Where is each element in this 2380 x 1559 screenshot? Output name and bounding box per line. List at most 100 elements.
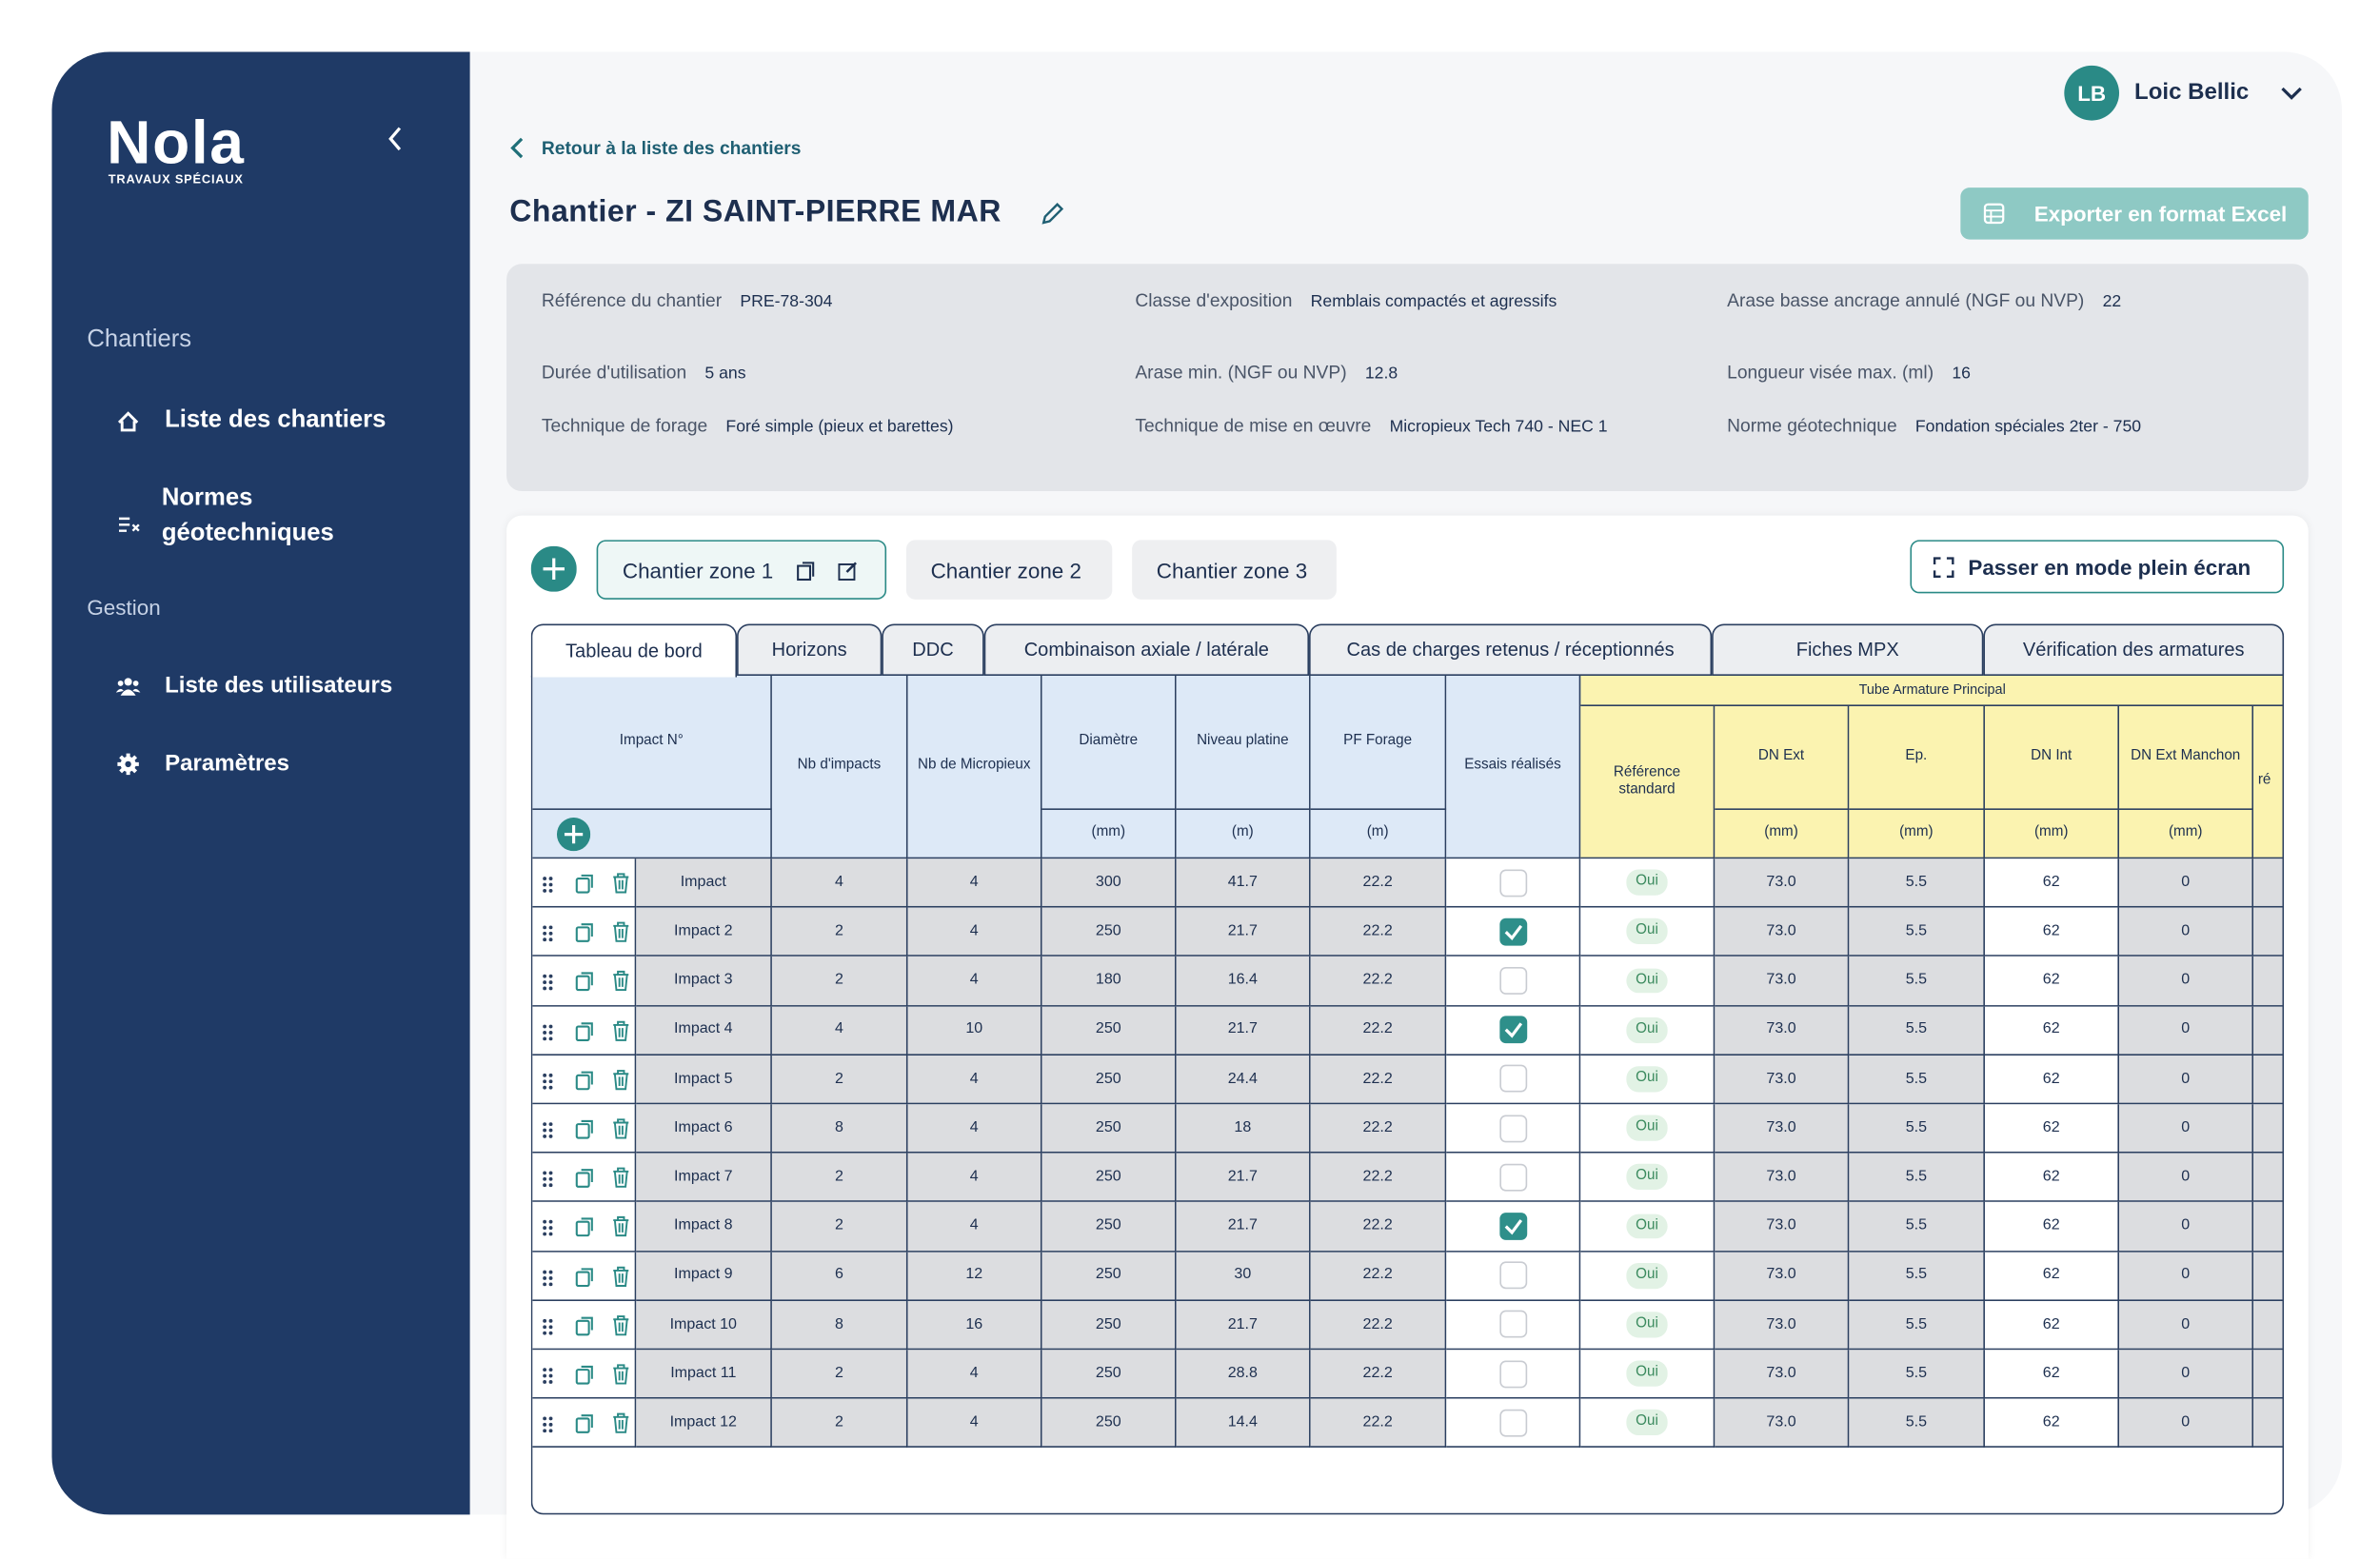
table-cell: 0 (2119, 1300, 2254, 1351)
reference-chip: Oui (1626, 967, 1668, 994)
back-link[interactable]: Retour à la liste des chantiers (541, 137, 802, 159)
delete-row[interactable] (612, 1167, 630, 1194)
drag-handle[interactable] (542, 876, 554, 899)
drag-handle[interactable] (542, 1219, 554, 1243)
tab[interactable]: Horizons (737, 623, 883, 676)
duplicate-row-svg (575, 874, 593, 894)
duplicate-row[interactable] (575, 1412, 595, 1439)
essais-checkbox[interactable] (1498, 1065, 1527, 1094)
zone-tab[interactable]: Chantier zone 3 (1132, 540, 1337, 600)
tab[interactable]: Fiches MPX (1712, 623, 1984, 676)
back-icon[interactable] (508, 136, 526, 161)
duplicate-row[interactable] (575, 1216, 595, 1243)
table-cell: 250 (1041, 1252, 1177, 1301)
delete-row[interactable] (612, 1216, 630, 1243)
user-avatar[interactable]: LB (2064, 65, 2120, 121)
essais-checkbox[interactable] (1498, 918, 1527, 946)
tab[interactable]: Vérification des armatures (1983, 623, 2285, 676)
column-header: Référence standard (1580, 706, 1716, 859)
sidebar-link[interactable]: Liste des chantiers (165, 406, 387, 434)
duplicate-row[interactable] (575, 1266, 595, 1293)
tab[interactable]: Tableau de bord (530, 623, 738, 678)
duplicate-row[interactable] (575, 1314, 595, 1341)
duplicate-row[interactable] (575, 1069, 595, 1095)
delete-row-svg (613, 1020, 629, 1041)
duplicate-zone-icon[interactable] (797, 562, 815, 586)
delete-row[interactable] (612, 873, 630, 899)
user-menu-chevron[interactable] (2279, 84, 2304, 102)
info-label: Longueur visée max. (ml) (1727, 361, 1934, 384)
essais-checkbox[interactable] (1498, 1016, 1527, 1044)
sidebar-link[interactable]: Normes géotechniques (161, 484, 334, 546)
drag-handle[interactable] (542, 1269, 554, 1293)
tab[interactable]: Cas de charges retenus / réceptionnés (1309, 623, 1713, 676)
delete-row[interactable] (612, 1118, 630, 1145)
table-cell: 5.5 (1849, 1252, 1985, 1301)
duplicate-row[interactable] (575, 971, 595, 997)
add-zone-button[interactable] (530, 545, 577, 600)
delete-row[interactable] (612, 921, 630, 948)
essais-checkbox[interactable] (1498, 1213, 1527, 1240)
drag-handle[interactable] (542, 974, 554, 997)
row-actions (532, 1055, 637, 1105)
delete-row[interactable] (612, 971, 630, 997)
delete-row[interactable] (612, 1314, 630, 1341)
delete-row[interactable] (612, 1019, 630, 1046)
drag-handle[interactable] (542, 1170, 554, 1194)
table-cell: 62 (1984, 1350, 2120, 1399)
drag-handle-svg (543, 1269, 553, 1286)
delete-row[interactable] (612, 1364, 630, 1391)
duplicate-row[interactable] (575, 921, 595, 948)
drag-handle-svg (543, 1416, 553, 1433)
table-cell: 22.2 (1310, 1153, 1447, 1203)
edit-title-icon[interactable] (1039, 200, 1066, 227)
duplicate-row[interactable] (575, 1019, 595, 1046)
fullscreen-icon-svg (1933, 557, 1954, 578)
tab[interactable]: DDC (882, 623, 984, 676)
info-field: Arase min. (NGF ou NVP) 12.8 (1135, 362, 1398, 383)
duplicate-row[interactable] (575, 1167, 595, 1194)
duplicate-row[interactable] (575, 873, 595, 899)
delete-row[interactable] (612, 1069, 630, 1095)
collapse-button[interactable] (385, 125, 406, 152)
table-cell: 62 (1984, 1104, 2120, 1154)
user-name[interactable]: Loic Bellic (2134, 79, 2250, 106)
sidebar-icon-svg (119, 517, 140, 532)
drag-handle[interactable] (542, 1367, 554, 1391)
drag-handle[interactable] (542, 1317, 554, 1341)
table-cell: 22.2 (1310, 1350, 1447, 1399)
essais-checkbox[interactable] (1498, 1311, 1527, 1339)
drag-handle-svg (543, 925, 553, 942)
zone-tab[interactable]: Chantier zone 2 (905, 540, 1113, 600)
table-cell: Impact 10 (636, 1300, 772, 1351)
essais-checkbox[interactable] (1498, 1163, 1527, 1192)
essais-checkbox[interactable] (1498, 967, 1527, 995)
export-button[interactable]: Exporter en format Excel (1960, 187, 2309, 240)
zone-tab[interactable]: Chantier zone 1 (596, 540, 887, 600)
row-actions (532, 1350, 637, 1399)
delete-row[interactable] (612, 1412, 630, 1439)
reference-cell: Oui (1580, 1055, 1716, 1105)
fullscreen-button[interactable]: Passer en mode plein écran (1910, 540, 2285, 594)
drag-handle[interactable] (542, 1121, 554, 1145)
drag-handle[interactable] (542, 1023, 554, 1047)
sidebar-link[interactable]: Paramètres (165, 750, 290, 777)
reference-cell: Oui (1580, 1202, 1716, 1253)
edit-zone-icon[interactable] (838, 560, 859, 585)
tab[interactable]: Combinaison axiale / latérale (983, 623, 1310, 676)
essais-checkbox[interactable] (1498, 1114, 1527, 1142)
sidebar-link[interactable]: Liste des utilisateurs (165, 672, 393, 699)
table-cell: 22.2 (1310, 1398, 1447, 1449)
essais-checkbox[interactable] (1498, 1261, 1527, 1290)
table-cell-empty (2253, 957, 2283, 1007)
essais-checkbox[interactable] (1498, 1359, 1527, 1388)
delete-row[interactable] (612, 1266, 630, 1293)
drag-handle[interactable] (542, 1072, 554, 1095)
add-row-button[interactable] (556, 817, 591, 857)
drag-handle[interactable] (542, 1416, 554, 1440)
drag-handle[interactable] (542, 924, 554, 948)
duplicate-row[interactable] (575, 1118, 595, 1145)
duplicate-row[interactable] (575, 1364, 595, 1391)
essais-checkbox[interactable] (1498, 868, 1527, 897)
essais-checkbox[interactable] (1498, 1409, 1527, 1437)
